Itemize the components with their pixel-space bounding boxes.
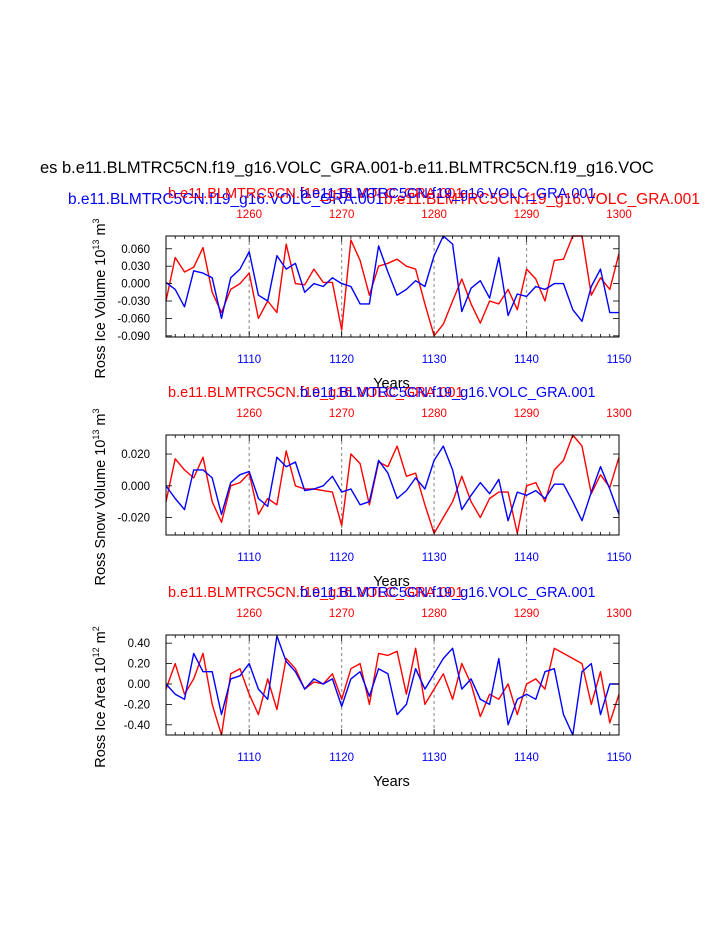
x-tick-label-bottom: 1120 (329, 752, 354, 764)
x-tick-label-top: 1300 (606, 608, 632, 620)
y-axis-label: Ross Snow Volume 1013 m3 (91, 408, 109, 585)
x-tick-label-top: 1260 (236, 209, 262, 221)
x-tick-label-top: 1300 (606, 209, 632, 221)
panel-title-blue: b.e11.BLMTRC5CN.f19_g16.VOLC_GRA.001 (300, 385, 596, 401)
y-axis-label: Ross Ice Volume 1013 m3 (91, 218, 109, 378)
x-tick-label-bottom: 1150 (607, 752, 632, 764)
x-tick-label-bottom: 1140 (514, 752, 539, 764)
x-tick-label-top: 1300 (606, 408, 632, 420)
y-tick-label: 0.20 (128, 659, 150, 671)
main-title: es b.e11.BLMTRC5CN.f19_g16.VOLC_GRA.001-… (40, 159, 654, 177)
y-tick-label: 0.060 (121, 244, 150, 256)
y-axis-label-unit: m (93, 223, 109, 239)
x-tick-label-bottom: 1140 (514, 354, 539, 366)
y-axis-label-exp: 12 (91, 647, 101, 657)
x-tick-label-bottom: 1150 (607, 552, 632, 564)
y-tick-label: 0.000 (121, 279, 150, 291)
y-axis-label-unit-exp: 3 (91, 218, 101, 223)
x-tick-label-bottom: 1120 (329, 354, 354, 366)
y-axis-label-unit-exp: 2 (91, 626, 101, 631)
series-blue-line (165, 445, 620, 522)
plot-frame (165, 434, 620, 536)
x-tick-label-top: 1280 (421, 608, 447, 620)
y-tick-label: 0.00 (128, 679, 150, 691)
x-tick-label-top: 1280 (421, 209, 447, 221)
top-blue-title: b.e11.BLMTRC5CN.f19_g16.VOLC_GRA.001 (68, 191, 384, 208)
x-tick-label-bottom: 1110 (237, 752, 261, 764)
top-red-title: b.e11.BLMTRC5CN.f19_g16.VOLC_GRA.001 (384, 191, 700, 208)
panel-title-red: b.e11.BLMTRC5CN.f19_g16.VOLC_GRA.001 (168, 385, 464, 401)
x-tick-label-top: 1290 (514, 608, 540, 620)
y-axis-label-unit: m (93, 631, 109, 647)
y-tick-label: -0.030 (117, 296, 150, 308)
x-tick-label-top: 1270 (329, 408, 355, 420)
y-axis-label-unit-exp: 3 (91, 408, 101, 413)
y-tick-label: 0.40 (128, 638, 150, 650)
x-tick-label-bottom: 1140 (514, 552, 539, 564)
panel-title-blue: b.e11.BLMTRC5CN.f19_g16.VOLC_GRA.001 (300, 585, 596, 601)
y-axis-label: Ross Ice Area 1012 m2 (91, 626, 109, 768)
x-tick-label-bottom: 1130 (422, 552, 447, 564)
x-tick-label-bottom: 1130 (422, 354, 447, 366)
y-axis-label-text: Ross Snow Volume 10 (93, 440, 109, 586)
y-tick-label: -0.060 (117, 313, 150, 325)
series-red-line (165, 235, 620, 337)
x-axis-label: Years (373, 574, 410, 590)
x-tick-label-top: 1260 (236, 608, 262, 620)
panel-title-red: b.e11.BLMTRC5CN.f19_g16.VOLC_GRA.001 (168, 186, 464, 202)
y-tick-label: -0.20 (124, 699, 150, 711)
y-tick-label: -0.090 (117, 331, 150, 343)
x-tick-label-bottom: 1110 (237, 552, 261, 564)
panel-title-blue: b.e11.BLMTRC5CN.f19_g16.VOLC_GRA.001 (300, 186, 596, 202)
y-axis-label-unit: m (93, 414, 109, 430)
plot-frame (165, 235, 620, 338)
y-axis-label-text: Ross Ice Volume 10 (93, 250, 109, 379)
y-axis-label-text: Ross Ice Area 10 (93, 657, 109, 767)
x-tick-label-bottom: 1130 (422, 752, 447, 764)
panels-group: b.e11.BLMTRC5CN.f19_g16.VOLC_GRA.001b.e1… (91, 186, 632, 790)
y-tick-label: 0.000 (121, 481, 150, 493)
x-tick-label-bottom: 1120 (329, 552, 354, 564)
y-tick-label: 0.030 (121, 261, 150, 273)
x-tick-label-top: 1270 (329, 209, 355, 221)
x-tick-label-top: 1290 (514, 209, 540, 221)
x-tick-label-top: 1280 (421, 408, 447, 420)
panel-3: b.e11.BLMTRC5CN.f19_g16.VOLC_GRA.001b.e1… (91, 585, 632, 790)
x-tick-label-top: 1290 (514, 408, 540, 420)
panel-1: b.e11.BLMTRC5CN.f19_g16.VOLC_GRA.001b.e1… (91, 186, 632, 392)
x-tick-label-top: 1260 (236, 408, 262, 420)
series-blue-line (165, 635, 619, 736)
series-blue-line (165, 235, 619, 322)
x-axis-label: Years (373, 774, 410, 790)
x-tick-label-bottom: 1150 (607, 354, 632, 366)
x-axis-label: Years (373, 376, 410, 392)
panel-title-red: b.e11.BLMTRC5CN.f19_g16.VOLC_GRA.001 (168, 585, 464, 601)
plot-frame (165, 634, 620, 736)
x-tick-label-top: 1270 (329, 608, 355, 620)
y-tick-label: 0.020 (121, 449, 150, 461)
panel-2: b.e11.BLMTRC5CN.f19_g16.VOLC_GRA.001b.e1… (91, 385, 632, 590)
y-tick-label: -0.40 (124, 720, 150, 732)
series-red-line (165, 434, 620, 535)
y-tick-label: -0.020 (117, 513, 150, 525)
y-axis-label-exp: 13 (91, 430, 101, 440)
y-axis-label-exp: 13 (91, 240, 101, 250)
x-tick-label-bottom: 1110 (237, 354, 261, 366)
